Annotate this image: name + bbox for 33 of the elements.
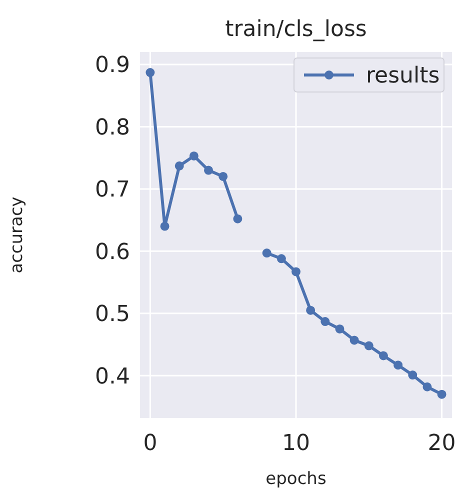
- y-tick-label: 0.4: [95, 364, 130, 390]
- point: [378, 351, 388, 360]
- point: [292, 267, 300, 276]
- y-tick-label: 0.9: [95, 53, 130, 78]
- legend-label: results: [366, 64, 440, 89]
- x-axis-title: epochs: [266, 469, 326, 489]
- point: [394, 360, 403, 370]
- y-axis-title: accuracy: [7, 196, 27, 274]
- point: [146, 68, 155, 78]
- point: [350, 336, 359, 345]
- point: [306, 306, 316, 315]
- point: [408, 370, 418, 380]
- point: [233, 214, 242, 224]
- point: [262, 248, 272, 258]
- point: [422, 382, 432, 392]
- point: [335, 324, 344, 334]
- x-tick-label: 10: [282, 431, 310, 456]
- x-tick-label: 0: [143, 431, 158, 456]
- point: [320, 317, 330, 326]
- point: [174, 161, 184, 170]
- x-tick-label: 20: [428, 431, 456, 456]
- point: [364, 341, 374, 350]
- y-tick-label: 0.5: [95, 302, 130, 328]
- point: [160, 222, 170, 231]
- point: [437, 390, 446, 399]
- point: [204, 166, 214, 175]
- y-tick-label: 0.6: [95, 240, 130, 265]
- point: [218, 172, 228, 181]
- y-tick-label: 0.8: [95, 115, 130, 140]
- point: [276, 254, 286, 264]
- y-tick-label: 0.7: [95, 178, 130, 203]
- chart-title: train/cls_loss: [225, 17, 367, 42]
- point: [189, 151, 198, 160]
